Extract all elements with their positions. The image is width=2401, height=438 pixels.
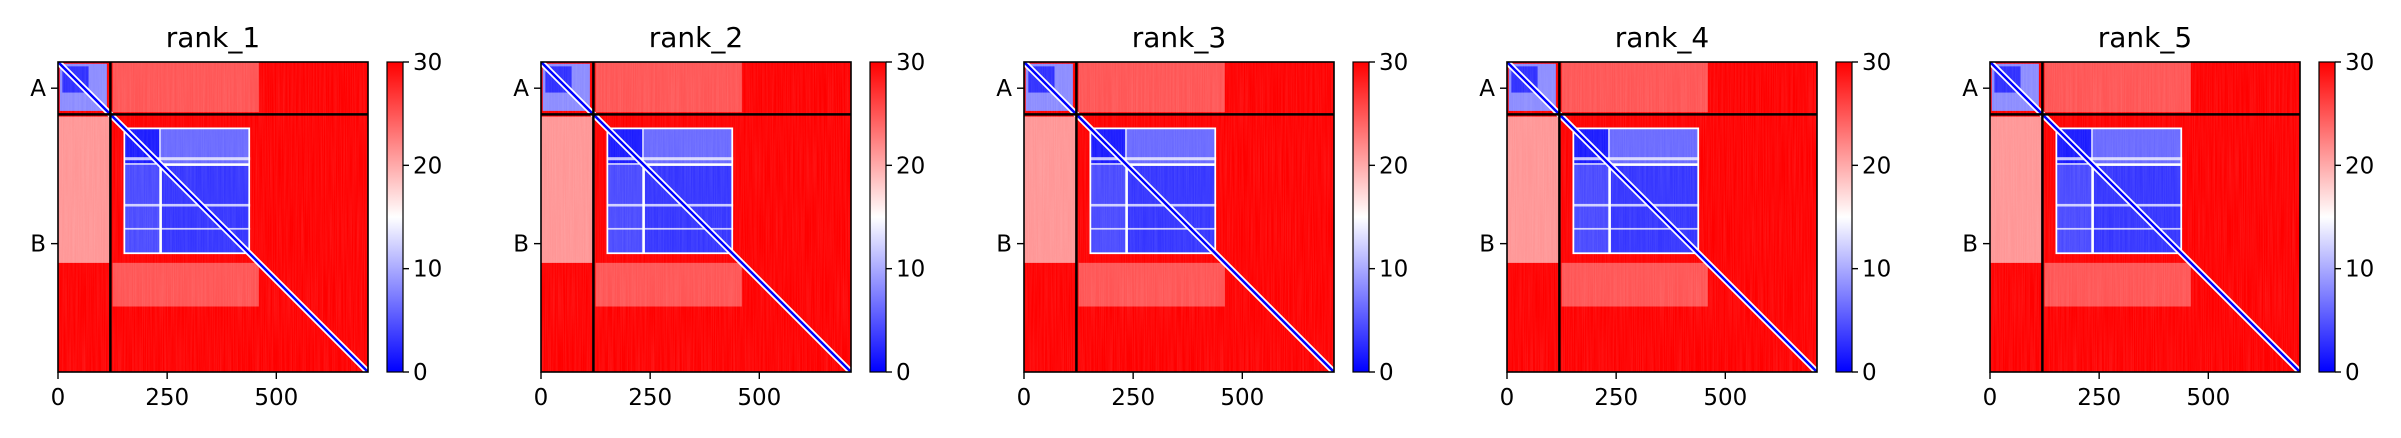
y-tick-label: A (1962, 76, 1978, 102)
y-tick-label: B (1479, 232, 1495, 258)
colorbar-tick-label: 0 (1862, 360, 1877, 386)
x-tick-label: 250 (145, 385, 189, 411)
colorbar-tick-label: 0 (1379, 360, 1394, 386)
colorbar-tick-label: 10 (2345, 257, 2374, 283)
colorbar (869, 61, 887, 373)
heatmap-frame (540, 61, 852, 373)
x-tick-label: 500 (254, 385, 298, 411)
y-tick-label: A (1479, 76, 1495, 102)
colorbar-tick-label: 20 (1379, 153, 1408, 179)
y-tick-label: B (513, 232, 529, 258)
panel-title: rank_4 (1615, 21, 1709, 54)
x-tick-label: 500 (2186, 385, 2230, 411)
colorbar (1835, 61, 1853, 373)
colorbar (386, 61, 404, 373)
colorbar-tick-label: 20 (1862, 153, 1891, 179)
colorbar-tick-label: 10 (896, 257, 925, 283)
panels: rank_1 0 250 500 A B 0 10 20 30 rank_2 0 250 500 A B 0 10… (30, 21, 2374, 411)
colorbar-tick-label: 20 (2345, 153, 2374, 179)
x-tick-label: 500 (737, 385, 781, 411)
x-tick-label: 0 (51, 385, 66, 411)
colorbar-tick-label: 10 (1862, 257, 1891, 283)
y-tick-label: B (30, 232, 46, 258)
heatmap-frame (57, 61, 369, 373)
heatmap-frame (1506, 61, 1818, 373)
heatmap-panel: rank_5 0 250 500 A B 0 10 20 30 (1962, 21, 2374, 411)
colorbar-tick-label: 0 (896, 360, 911, 386)
colorbar-tick-label: 30 (413, 50, 442, 76)
colorbar-tick-label: 0 (2345, 360, 2360, 386)
colorbar (1352, 61, 1370, 373)
colorbar-tick-label: 30 (2345, 50, 2374, 76)
y-tick-label: B (1962, 232, 1978, 258)
heatmap-panel: rank_1 0 250 500 A B 0 10 20 30 (30, 21, 442, 411)
heatmap-panel: rank_4 0 250 500 A B 0 10 20 30 (1479, 21, 1891, 411)
colorbar (2318, 61, 2336, 373)
colorbar-tick-label: 30 (896, 50, 925, 76)
colorbar-tick-label: 0 (413, 360, 428, 386)
y-tick-label: A (513, 76, 529, 102)
colorbar-tick-label: 30 (1379, 50, 1408, 76)
panel-title: rank_1 (166, 21, 260, 54)
colorbar-tick-label: 30 (1862, 50, 1891, 76)
colorbar-tick-label: 10 (413, 257, 442, 283)
x-tick-label: 250 (628, 385, 672, 411)
colorbar-tick-label: 20 (896, 153, 925, 179)
heatmap-frame (1989, 61, 2301, 373)
panel-title: rank_2 (649, 21, 743, 54)
y-tick-label: A (996, 76, 1012, 102)
y-tick-label: B (996, 232, 1012, 258)
heatmap-panel: rank_2 0 250 500 A B 0 10 20 30 (513, 21, 925, 411)
x-tick-label: 500 (1220, 385, 1264, 411)
x-tick-label: 250 (2077, 385, 2121, 411)
y-tick-label: A (30, 76, 46, 102)
panel-title: rank_3 (1132, 21, 1226, 54)
colorbar-tick-label: 20 (413, 153, 442, 179)
x-tick-label: 0 (1983, 385, 1998, 411)
colorbar-tick-label: 10 (1379, 257, 1408, 283)
x-tick-label: 500 (1703, 385, 1747, 411)
panel-title: rank_5 (2098, 21, 2192, 54)
x-tick-label: 0 (534, 385, 549, 411)
x-tick-label: 250 (1111, 385, 1155, 411)
x-tick-label: 0 (1500, 385, 1515, 411)
x-tick-label: 250 (1594, 385, 1638, 411)
x-tick-label: 0 (1017, 385, 1032, 411)
heatmap-panel: rank_3 0 250 500 A B 0 10 20 30 (996, 21, 1408, 411)
heatmap-frame (1023, 61, 1335, 373)
